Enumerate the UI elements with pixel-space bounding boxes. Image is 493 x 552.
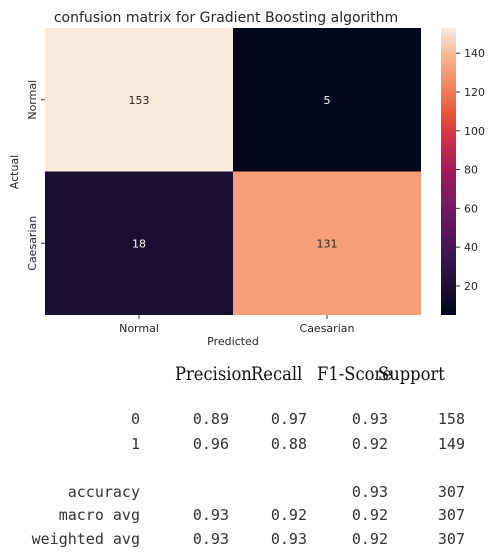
report-row-macro-avg: macro avg 0.93 0.92 0.92 307 <box>0 506 493 528</box>
x-axis-label: Predicted <box>207 335 259 348</box>
x-tick-label: Caesarian <box>300 322 355 335</box>
f1-value: 0.92 <box>351 530 388 548</box>
cell-value-label: 5 <box>324 94 331 107</box>
heatmap-cell <box>233 171 421 315</box>
row-label: 0 <box>130 410 140 428</box>
recall-value: 0.92 <box>270 506 307 524</box>
row-label: 1 <box>130 435 140 453</box>
precision-value: 0.93 <box>192 506 229 524</box>
header-precision: Precision <box>175 363 252 385</box>
f1-value: 0.93 <box>351 483 388 501</box>
classification-report: Precision Recall F1-Score Support 0 0.89… <box>0 355 493 551</box>
heatmap-cell <box>45 171 233 315</box>
y-tick-label: Caesarian <box>26 216 39 271</box>
y-tick-label: Normal <box>26 80 39 120</box>
cell-value-label: 131 <box>317 237 338 250</box>
support-value: 149 <box>437 435 465 453</box>
recall-value: 0.97 <box>270 410 307 428</box>
chart-title: confusion matrix for Gradient Boosting a… <box>54 10 398 26</box>
colorbar-tick-label: 80 <box>464 164 478 177</box>
report-row-weighted-avg: weighted avg 0.93 0.93 0.92 307 <box>0 530 493 552</box>
cell-value-label: 153 <box>129 94 150 107</box>
colorbar-tick-label: 60 <box>464 202 478 215</box>
precision-value: 0.89 <box>192 410 229 428</box>
recall-value: 0.88 <box>270 435 307 453</box>
row-label: accuracy <box>67 483 140 501</box>
report-row-1: 1 0.96 0.88 0.92 149 <box>0 435 493 457</box>
support-value: 307 <box>437 506 465 524</box>
precision-value: 0.96 <box>192 435 229 453</box>
f1-value: 0.92 <box>351 435 388 453</box>
header-support: Support <box>378 363 445 385</box>
f1-value: 0.93 <box>351 410 388 428</box>
colorbar-tick-label: 120 <box>464 86 485 99</box>
precision-value: 0.93 <box>192 530 229 548</box>
x-tick-label: Normal <box>119 322 159 335</box>
row-label: macro avg <box>58 506 140 524</box>
heatmap-cell <box>233 28 421 172</box>
cell-value-label: 18 <box>132 237 146 250</box>
support-value: 307 <box>437 483 465 501</box>
row-label: weighted avg <box>31 530 140 548</box>
header-f1-score: F1-Score <box>317 363 392 385</box>
colorbar-tick-label: 20 <box>464 280 478 293</box>
support-value: 307 <box>437 530 465 548</box>
y-axis-label: Actual <box>8 155 21 189</box>
colorbar-tick-label: 100 <box>464 125 485 138</box>
f1-value: 0.92 <box>351 506 388 524</box>
header-recall: Recall <box>251 363 303 385</box>
report-row-accuracy: accuracy 0.93 307 <box>0 483 493 505</box>
recall-value: 0.93 <box>270 530 307 548</box>
heatmap-cell <box>45 28 233 172</box>
colorbar <box>441 28 456 315</box>
colorbar-tick-label: 140 <box>464 47 485 60</box>
colorbar-tick-label: 40 <box>464 241 478 254</box>
report-row-0: 0 0.89 0.97 0.93 158 <box>0 410 493 432</box>
support-value: 158 <box>437 410 465 428</box>
confusion-matrix-figure: confusion matrix for Gradient Boosting a… <box>8 10 485 348</box>
